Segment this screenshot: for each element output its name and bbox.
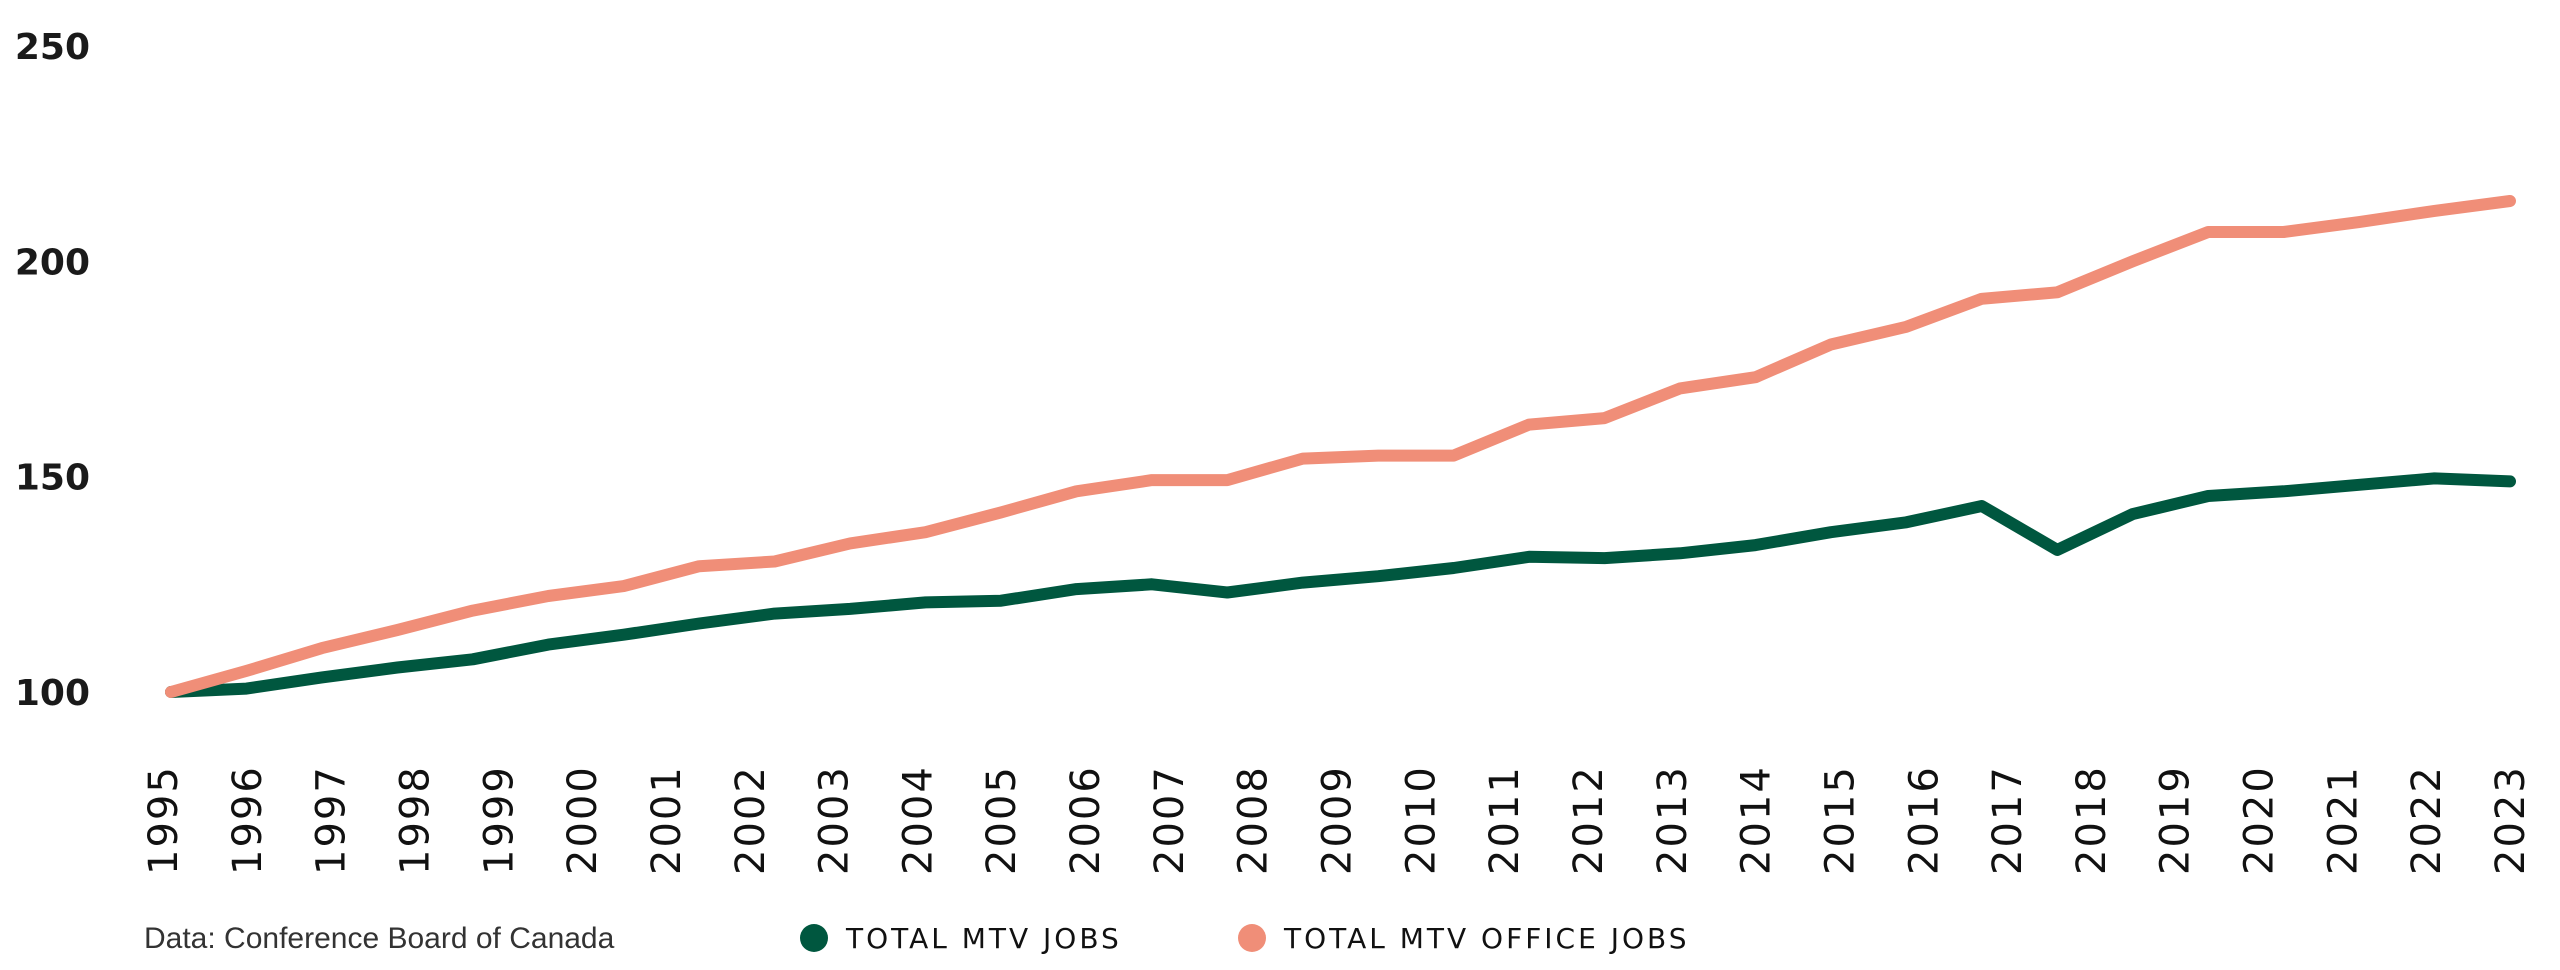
x-tick-label: 2004	[895, 765, 941, 875]
x-tick-label: 2012	[1566, 765, 1612, 875]
y-tick-label: 100	[15, 673, 90, 714]
x-tick-label: 2008	[1231, 765, 1277, 875]
x-tick-label: 2022	[2404, 765, 2450, 875]
series-lines	[165, 195, 2516, 698]
legend-label-total-mtv-jobs: TOTAL MTV JOBS	[845, 922, 1122, 955]
x-tick-label: 2013	[1650, 765, 1696, 875]
x-tick-label: 2016	[1901, 765, 1947, 875]
x-tick-label: 2007	[1147, 765, 1193, 875]
source-note: Data: Conference Board of Canada	[144, 922, 615, 955]
x-tick-label: 2002	[728, 765, 774, 875]
footer: Data: Conference Board of Canada TOTAL M…	[144, 922, 1689, 955]
x-tick-label: 2005	[979, 765, 1025, 875]
legend-label-total-mtv-office-jobs: TOTAL MTV OFFICE JOBS	[1283, 922, 1689, 955]
x-tick-label: 2023	[2488, 765, 2534, 875]
x-tick-label: 2017	[1985, 765, 2031, 875]
x-tick-label: 2003	[812, 765, 858, 875]
x-tick-label: 2010	[1398, 765, 1444, 875]
x-axis: 1995 1996 1997 1998 1999 2000 2001 2002 2003 2004…	[141, 765, 2534, 875]
x-tick-label: 2021	[2320, 765, 2366, 875]
x-tick-label: 2014	[1734, 765, 1780, 875]
legend: TOTAL MTV JOBS TOTAL MTV OFFICE JOBS	[800, 922, 1689, 955]
x-tick-label: 2001	[644, 765, 690, 875]
x-tick-label: 2018	[2069, 765, 2115, 875]
y-tick-label: 200	[15, 242, 90, 283]
x-tick-label: 2011	[1482, 765, 1528, 875]
x-tick-label: 2019	[2153, 765, 2199, 875]
legend-marker-total-mtv-office-jobs	[1238, 924, 1266, 952]
series-line-total-mtv-jobs	[165, 472, 2516, 698]
x-tick-label: 2020	[2237, 765, 2283, 875]
x-tick-label: 2009	[1315, 765, 1361, 875]
y-tick-label: 250	[15, 27, 90, 68]
y-tick-label: 150	[15, 458, 90, 499]
legend-marker-total-mtv-jobs	[800, 924, 828, 952]
x-tick-label: 2006	[1063, 765, 1109, 875]
x-tick-label: 2000	[560, 765, 606, 875]
x-tick-label: 1997	[309, 765, 355, 875]
x-tick-label: 1996	[225, 765, 271, 875]
x-tick-label: 1999	[476, 765, 522, 875]
x-tick-label: 1995	[141, 765, 187, 875]
series-line-total-mtv-office-jobs	[165, 195, 2516, 698]
y-axis: 100 150 200 250	[15, 27, 90, 714]
x-tick-label: 1998	[392, 765, 438, 875]
x-tick-label: 2015	[1817, 765, 1863, 875]
